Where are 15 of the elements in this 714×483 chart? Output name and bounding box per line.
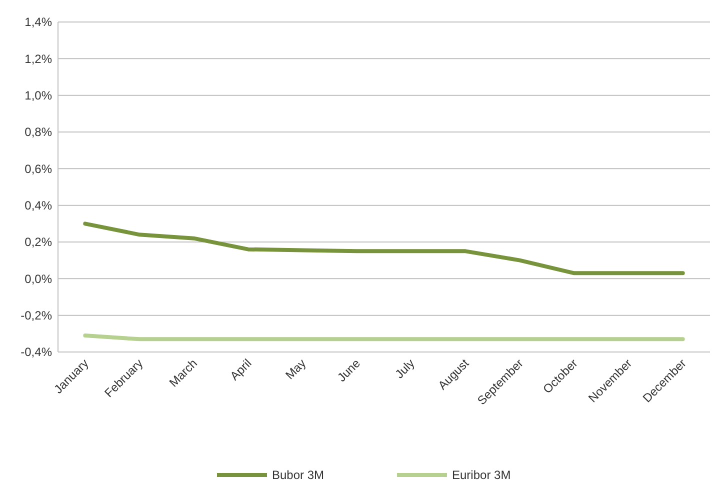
- y-tick-label: 0,2%: [24, 235, 52, 250]
- x-tick-label: July: [392, 356, 418, 382]
- x-tick-label: May: [282, 356, 309, 382]
- y-tick-label: 0,4%: [24, 198, 52, 213]
- y-tick-label: -0,4%: [20, 345, 52, 360]
- y-tick-label: -0,2%: [20, 308, 52, 323]
- line-series: [83, 222, 685, 276]
- y-tick-label: 0,8%: [24, 125, 52, 140]
- legend-label: Euribor 3M: [452, 468, 511, 482]
- y-tick-label: 1,2%: [24, 52, 52, 66]
- y-tick-label: 0,0%: [24, 272, 52, 286]
- legend-label: Bubor 3M: [272, 468, 324, 482]
- y-tick-label: 1,0%: [24, 88, 52, 103]
- y-tick-label: 1,4%: [24, 15, 52, 30]
- y-tick-label: 0,6%: [24, 162, 52, 176]
